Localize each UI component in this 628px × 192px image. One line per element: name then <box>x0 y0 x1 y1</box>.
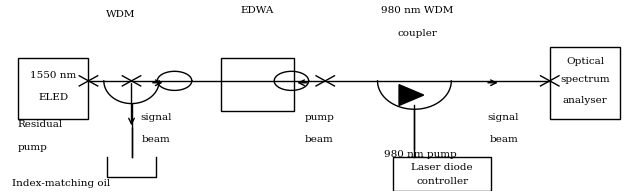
Text: beam: beam <box>142 135 170 144</box>
Text: beam: beam <box>305 135 333 144</box>
Bar <box>220 58 295 111</box>
Text: pump: pump <box>304 113 334 122</box>
Text: Optical: Optical <box>566 57 604 66</box>
Text: 980 nm pump: 980 nm pump <box>384 150 457 159</box>
Text: coupler: coupler <box>398 29 438 38</box>
Text: analyser: analyser <box>563 96 607 105</box>
Text: beam: beam <box>489 135 518 144</box>
Bar <box>550 47 620 119</box>
Text: ELED: ELED <box>38 93 68 102</box>
Text: Index-matching oil: Index-matching oil <box>12 179 110 188</box>
Bar <box>393 156 491 191</box>
Text: 980 nm WDM: 980 nm WDM <box>381 6 453 15</box>
Text: signal: signal <box>141 113 172 122</box>
Text: pump: pump <box>18 143 48 152</box>
Text: 1550 nm: 1550 nm <box>30 71 76 80</box>
Text: controller: controller <box>416 177 468 186</box>
Text: WDM: WDM <box>106 10 136 19</box>
Text: Residual: Residual <box>18 120 63 129</box>
Text: EDWA: EDWA <box>241 6 274 15</box>
Text: Laser diode: Laser diode <box>411 163 473 172</box>
Bar <box>18 58 89 119</box>
Text: signal: signal <box>488 113 519 122</box>
Text: spectrum: spectrum <box>560 75 610 84</box>
Polygon shape <box>399 85 424 105</box>
